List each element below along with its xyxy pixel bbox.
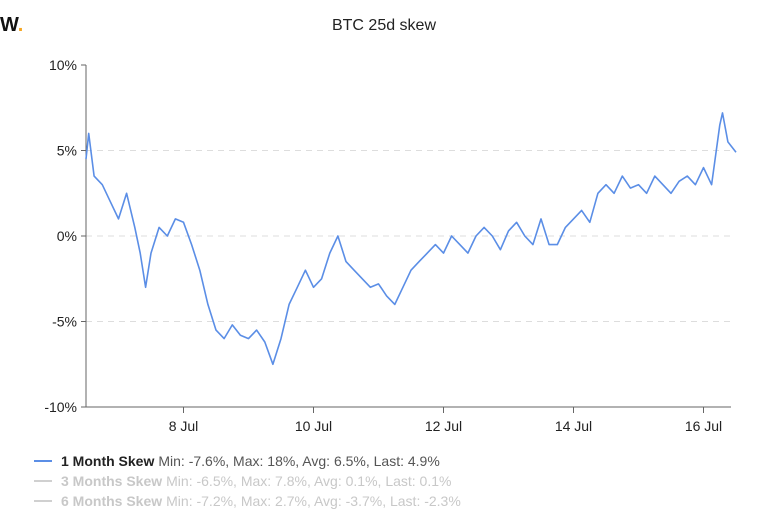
y-tick-label: -5% [52, 314, 77, 330]
legend-item-3-months[interactable]: 3 Months Skew Min: -6.5%, Max: 7.8%, Avg… [34, 471, 461, 491]
legend-stats: Min: -6.5%, Max: 7.8%, Avg: 0.1%, Last: … [166, 473, 452, 489]
x-tick-label: 10 Jul [295, 418, 332, 434]
chart-title: BTC 25d skew [332, 17, 436, 34]
legend-swatch-icon [34, 460, 52, 462]
legend-stats: Min: -7.2%, Max: 2.7%, Avg: -3.7%, Last:… [166, 493, 461, 509]
legend-swatch-icon [34, 480, 52, 482]
series-layer [85, 112, 737, 366]
brand-logo: W. [0, 14, 23, 37]
y-axis-ticks: 10% 5% 0% -5% -10% [44, 57, 86, 415]
legend: 1 Month Skew Min: -7.6%, Max: 18%, Avg: … [34, 451, 461, 511]
legend-stats: Min: -7.6%, Max: 18%, Avg: 6.5%, Last: 4… [158, 453, 440, 469]
grid [86, 150, 731, 322]
logo-text: W [0, 14, 18, 36]
legend-name: 1 Month Skew [61, 453, 155, 469]
legend-item-6-months[interactable]: 6 Months Skew Min: -7.2%, Max: 2.7%, Avg… [34, 491, 461, 511]
legend-name: 3 Months Skew [61, 473, 163, 489]
y-tick-label: 0% [57, 228, 77, 244]
x-tick-label: 8 Jul [169, 418, 199, 434]
x-tick-label: 14 Jul [555, 418, 592, 434]
x-axis-ticks: 8 Jul 10 Jul 12 Jul 14 Jul 16 Jul [169, 407, 722, 434]
x-tick-label: 12 Jul [425, 418, 462, 434]
y-tick-label: 5% [57, 143, 77, 159]
y-tick-label: -10% [44, 399, 77, 415]
legend-swatch-icon [34, 500, 52, 502]
logo-dot: . [17, 14, 24, 36]
y-tick-label: 10% [49, 57, 77, 73]
chart: BTC 25d skew 10% 5% 0% -5% -10% 8 Jul 10 Jul 1… [44, 17, 737, 434]
legend-name: 6 Months Skew [61, 493, 163, 509]
legend-item-1-month[interactable]: 1 Month Skew Min: -7.6%, Max: 18%, Avg: … [34, 451, 461, 471]
series-line-1-month-skew [85, 112, 737, 366]
x-tick-label: 16 Jul [685, 418, 722, 434]
